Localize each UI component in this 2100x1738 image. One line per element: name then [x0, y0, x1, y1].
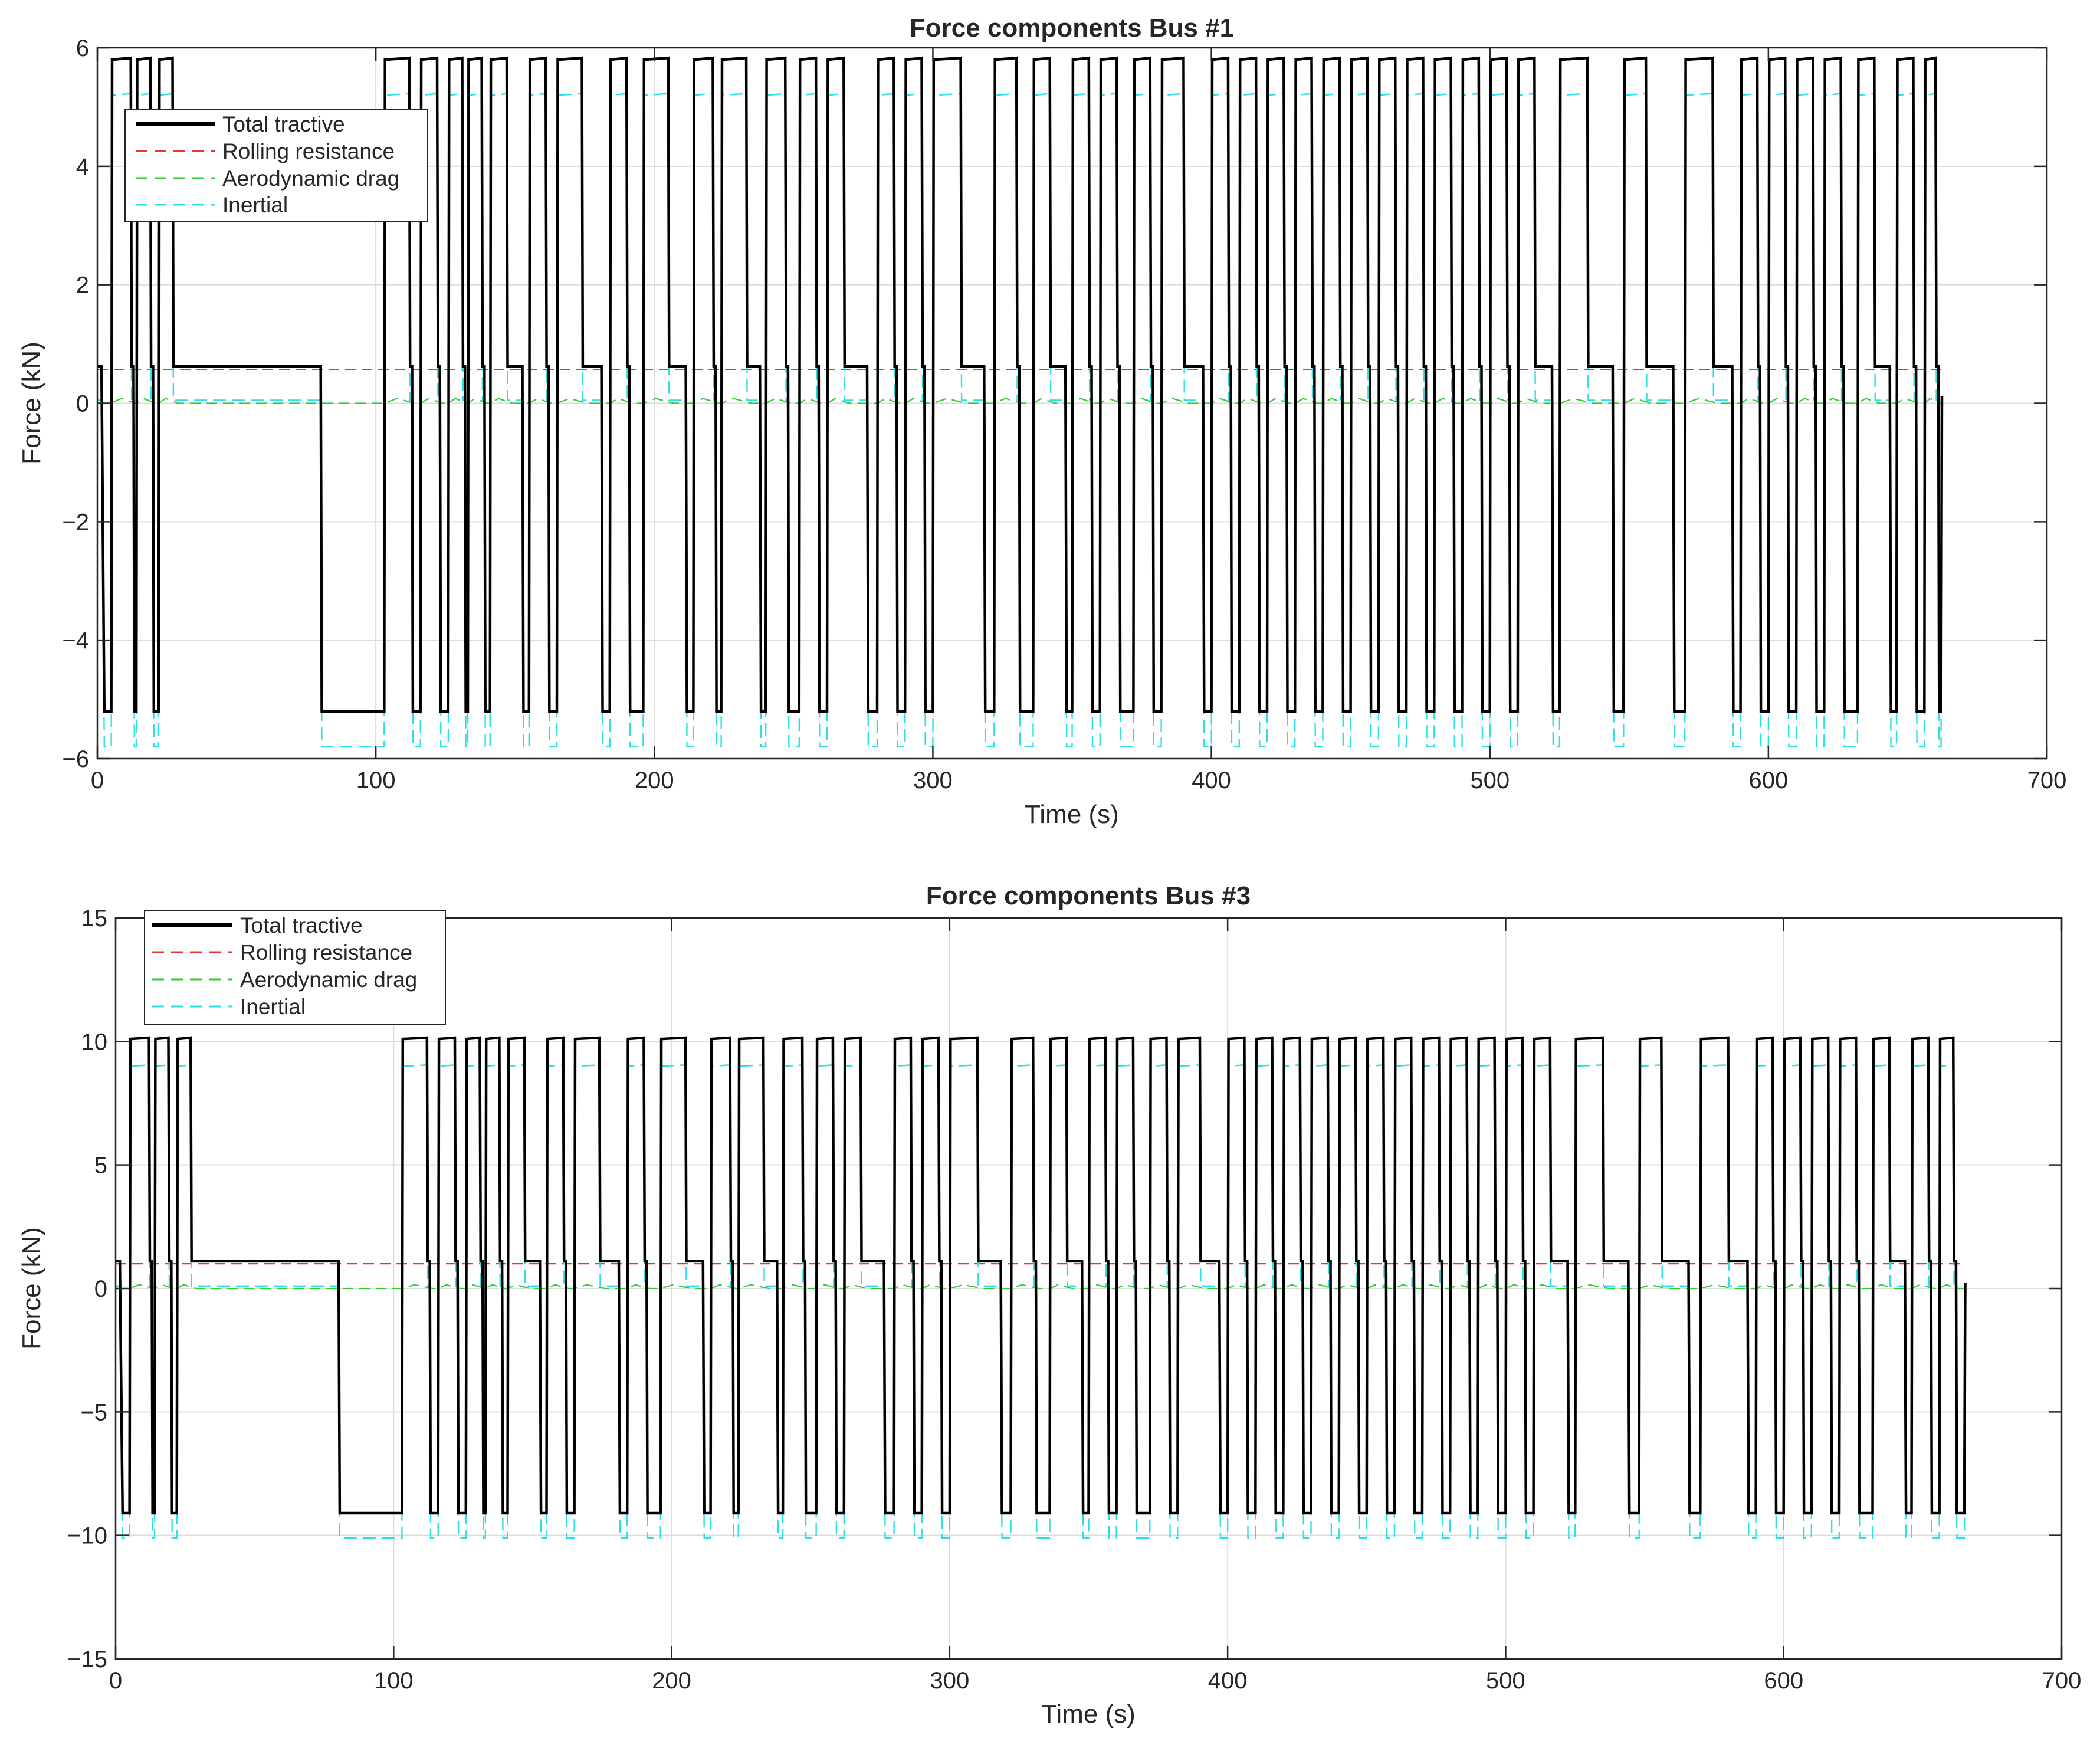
- y-tick-label: −15: [67, 1647, 107, 1673]
- series-inertial: [116, 1064, 1966, 1539]
- x-tick-label: 0: [109, 1668, 122, 1694]
- y-tick-label: 5: [94, 1153, 107, 1179]
- y-tick-label: 15: [81, 906, 108, 932]
- legend: Total tractive Rolling resistance Aerody…: [144, 910, 446, 1025]
- x-tick-label: 300: [930, 1668, 969, 1694]
- legend-label-total-tractive: Total tractive: [222, 112, 345, 136]
- tick-marks: 0 100 200 300 400 500 600 700 −15 −10 −5 0 5 10 15: [67, 906, 2081, 1694]
- y-tick-label: 4: [76, 154, 89, 180]
- chart-bus-1: 0 100 200 300 400 500 600 700 −6 −4 −2 0 2 4 6 Force c…: [17, 14, 2066, 829]
- chart-title: Force components Bus #3: [926, 881, 1251, 910]
- x-tick-label: 200: [652, 1668, 691, 1694]
- legend-label-aerodynamic-drag: Aerodynamic drag: [240, 968, 417, 992]
- x-tick-label: 700: [2027, 768, 2067, 793]
- legend-label-rolling-resistance: Rolling resistance: [240, 940, 412, 965]
- legend-label-rolling-resistance: Rolling resistance: [222, 139, 395, 163]
- y-axis-label: Force (kN): [17, 1227, 46, 1350]
- x-tick-label: 400: [1192, 768, 1231, 793]
- x-tick-label: 500: [1486, 1668, 1525, 1694]
- y-tick-label: 0: [94, 1276, 107, 1302]
- x-axis-label: Time (s): [1025, 800, 1119, 829]
- y-tick-label: 6: [76, 35, 89, 61]
- x-tick-label: 0: [91, 768, 104, 793]
- series-total-tractive: [116, 1036, 1967, 1515]
- legend-box: [144, 910, 446, 1025]
- series-group: [97, 56, 1944, 748]
- y-tick-label: −5: [80, 1399, 107, 1425]
- y-tick-label: −6: [62, 746, 89, 772]
- x-axis-label: Time (s): [1041, 1700, 1136, 1729]
- tick-marks: 0 100 200 300 400 500 600 700 −6 −4 −2 0 2 4 6: [62, 35, 2066, 793]
- series-group: [116, 1036, 1967, 1539]
- x-tick-label: 700: [2042, 1668, 2082, 1694]
- series-inertial: [97, 93, 1943, 748]
- legend: Total tractive Rolling resistance Aerody…: [124, 109, 428, 222]
- chart-title: Force components Bus #1: [910, 14, 1234, 42]
- legend-label-inertial: Inertial: [222, 193, 288, 217]
- x-tick-label: 400: [1208, 1668, 1248, 1694]
- y-tick-label: −10: [67, 1523, 107, 1549]
- y-axis-label: Force (kN): [17, 342, 46, 464]
- y-tick-label: −4: [62, 628, 89, 654]
- x-tick-label: 100: [374, 1668, 414, 1694]
- legend-label-total-tractive: Total tractive: [240, 913, 363, 937]
- x-tick-label: 300: [913, 768, 953, 793]
- x-tick-label: 200: [635, 768, 674, 793]
- legend-label-inertial: Inertial: [240, 995, 306, 1019]
- y-tick-label: 10: [81, 1029, 108, 1055]
- legend-box: [124, 109, 428, 222]
- legend-label-aerodynamic-drag: Aerodynamic drag: [222, 166, 399, 191]
- x-tick-label: 600: [1748, 768, 1788, 793]
- chart-bus-3: 0 100 200 300 400 500 600 700 −15 −10 −5 0 5 10 15 For…: [17, 881, 2081, 1729]
- y-tick-label: 0: [76, 391, 89, 417]
- y-tick-label: 2: [76, 273, 89, 299]
- y-tick-label: −2: [62, 509, 89, 535]
- x-tick-label: 600: [1764, 1668, 1803, 1694]
- series-total-tractive: [97, 56, 1944, 713]
- series-aerodynamic-drag: [116, 1284, 1964, 1290]
- x-tick-label: 500: [1470, 768, 1510, 793]
- x-tick-label: 100: [356, 768, 396, 793]
